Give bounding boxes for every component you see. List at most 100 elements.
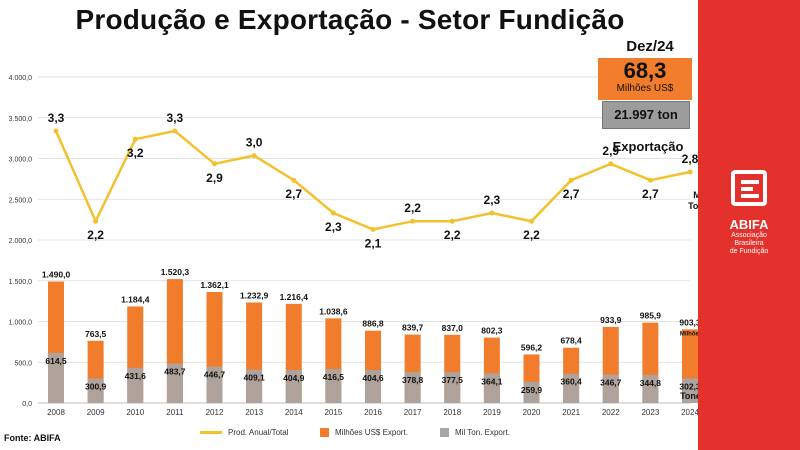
- bar-export-ton-label: 614,5: [45, 356, 67, 366]
- legend-orange: Milhões US$ Export.: [320, 428, 408, 437]
- bar-export-ton: [404, 372, 421, 403]
- legend-grey-swatch: [440, 428, 449, 437]
- x-tick-label: 2013: [245, 408, 263, 417]
- x-tick-label: 2014: [285, 408, 303, 417]
- line-production-point: [568, 177, 574, 183]
- line-production-label: 2,7: [563, 187, 580, 201]
- export-value-box: 68,3 Milhões US$: [598, 58, 692, 100]
- line-production-point: [687, 169, 693, 175]
- bar-export-ton: [642, 374, 659, 403]
- line-production-point: [291, 177, 297, 183]
- bar-export-ton: [682, 378, 698, 403]
- export-label: Exportação: [612, 139, 684, 154]
- bar-export-ton-label: 364,1: [481, 376, 503, 386]
- bar-export-ton-label: 409,1: [243, 373, 265, 383]
- bar-export-ton: [483, 373, 500, 403]
- bar-export-usd-label: 933,9: [600, 315, 622, 325]
- source-note: Fonte: ABIFA: [4, 433, 61, 443]
- bar-export-usd-label: 596,2: [521, 342, 543, 352]
- bar-export-ton-label: 446,7: [204, 370, 226, 380]
- x-tick-label: 2012: [206, 408, 224, 417]
- line-production-label: 2,7: [642, 187, 659, 201]
- line-production-label: 3,3: [48, 111, 65, 125]
- bar-export-ton: [246, 369, 263, 403]
- bar-export-ton-label: 404,6: [362, 373, 384, 383]
- x-tick-label: 2017: [404, 408, 422, 417]
- bar-export-ton-label: 300,9: [85, 381, 107, 391]
- line-production-label: 3,2: [127, 146, 144, 160]
- legend-line: Prod. Anual/Total: [200, 428, 288, 437]
- bar-export-ton-label: 378,8: [402, 375, 424, 385]
- bar-export-ton-label: 360,4: [560, 377, 582, 387]
- y-tick-label: 500,0: [14, 360, 32, 367]
- line-production-point: [212, 161, 217, 167]
- bar-export-usd-label: 1.520,3: [161, 267, 190, 277]
- bar-export-usd-label: 839,7: [402, 323, 424, 333]
- bar-export-ton: [48, 352, 64, 403]
- bar-export-usd-label: 1.038,6: [319, 306, 348, 316]
- y-tick-label: 2.000,0: [9, 238, 32, 245]
- export-ton-box: 21.997 ton: [602, 101, 690, 129]
- bar-export-ton: [325, 369, 342, 403]
- y-tick-label: 1.000,0: [9, 320, 32, 327]
- line-production-label: 2,2: [404, 201, 421, 215]
- line-production-label: 2,3: [325, 220, 342, 234]
- line-production-label: 2,3: [484, 193, 501, 207]
- bar-export-ton: [365, 370, 381, 403]
- bar-export-ton-label: 431,6: [125, 371, 147, 381]
- page-title: Produção e Exportação - Setor Fundição: [75, 4, 625, 35]
- abifa-logo-icon: [731, 170, 767, 206]
- x-tick-label: 2011: [166, 408, 184, 417]
- bar-export-usd-label: 886,8: [362, 319, 384, 329]
- logo-name: ABIFA: [729, 217, 769, 232]
- bar-export-ton: [563, 373, 580, 403]
- abifa-logo: ABIFA Associação Brasileira de Fundição: [700, 168, 798, 256]
- bar-export-ton: [166, 363, 183, 403]
- y-tick-label: 2.500,0: [9, 197, 32, 204]
- bar-export-ton: [127, 367, 144, 403]
- bar-export-usd-label: 678,4: [560, 336, 582, 346]
- bar-export-usd-label: 1.184,4: [121, 294, 150, 304]
- bar-export-usd-label: 837,0: [442, 323, 464, 333]
- logo-subtitle-2: Brasileira: [734, 240, 764, 247]
- x-tick-label: 2019: [483, 408, 501, 417]
- bar-export-usd-label: 985,9: [640, 311, 662, 321]
- line-production-point: [330, 210, 336, 216]
- y-tick-label: 0,0: [22, 401, 32, 408]
- y-tick-label: 1.500,0: [9, 279, 32, 286]
- bar-export-usd-label: 1.216,4: [280, 292, 309, 302]
- export-value: 68,3: [623, 58, 667, 83]
- export-unit: Milhões US$: [616, 83, 674, 94]
- bar-export-usd-label: 1.490,0: [42, 270, 71, 280]
- line-production-point: [251, 153, 257, 159]
- line-production-point: [370, 226, 376, 232]
- line-production-point: [410, 218, 416, 224]
- bar-export-ton-label: 377,5: [442, 375, 464, 385]
- logo-subtitle-1: Associação: [731, 232, 767, 239]
- bar-export-ton: [87, 378, 104, 403]
- line-production-label: 2,2: [523, 228, 540, 242]
- line-production-point: [608, 161, 614, 167]
- line-production-point: [449, 218, 455, 224]
- line-production-label: 2,2: [87, 228, 104, 242]
- line-production-label: 3,3: [167, 111, 184, 125]
- x-tick-label: 2023: [641, 408, 659, 417]
- x-tick-label: 2010: [126, 408, 144, 417]
- bar-export-ton-label: 302,3: [679, 381, 701, 391]
- highlight-month: Dez/24: [626, 38, 674, 55]
- line-production-label: 2,8: [682, 152, 699, 166]
- y-tick-label: 3.000,0: [9, 157, 32, 164]
- line-production-point: [172, 128, 178, 134]
- legend-line-swatch: [200, 431, 222, 434]
- x-tick-label: 2022: [602, 408, 620, 417]
- x-tick-label: 2008: [47, 408, 65, 417]
- legend-orange-swatch: [320, 428, 329, 437]
- legend-line-label: Prod. Anual/Total: [228, 428, 289, 437]
- x-tick-label: 2020: [523, 408, 541, 417]
- bar-export-ton-label: 483,7: [164, 367, 186, 377]
- line-production-label: 2,1: [365, 236, 382, 250]
- bar-export-usd-label: 763,5: [85, 329, 107, 339]
- side-band: [698, 0, 800, 450]
- line-production-label: 2,9: [206, 171, 223, 185]
- bar-export-ton: [523, 381, 540, 403]
